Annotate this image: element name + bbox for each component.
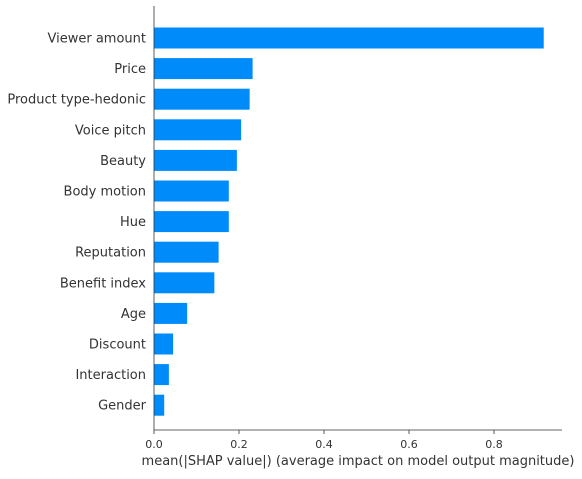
category-label-2: Product type-hedonic bbox=[7, 93, 146, 108]
category-label-10: Discount bbox=[89, 338, 146, 353]
bar-6 bbox=[154, 211, 229, 233]
x-tick-label-0: 0.0 bbox=[145, 438, 163, 451]
x-tick-label-4: 0.8 bbox=[485, 438, 503, 451]
category-label-0: Viewer amount bbox=[48, 32, 146, 47]
category-label-8: Benefit index bbox=[60, 276, 146, 291]
category-label-11: Interaction bbox=[75, 368, 146, 383]
category-label-6: Hue bbox=[120, 215, 146, 230]
bar-1 bbox=[154, 58, 253, 80]
category-label-1: Price bbox=[114, 62, 146, 77]
category-label-5: Body motion bbox=[64, 185, 146, 200]
category-label-12: Gender bbox=[98, 399, 147, 414]
bars-group bbox=[154, 27, 544, 416]
bar-4 bbox=[154, 149, 237, 171]
x-axis-label: mean(|SHAP value|) (average impact on mo… bbox=[142, 454, 575, 469]
bar-8 bbox=[154, 272, 215, 294]
category-labels-group: Viewer amount Price Product type-hedonic Vo… bbox=[7, 32, 146, 414]
bar-0 bbox=[154, 27, 544, 49]
category-label-7: Reputation bbox=[75, 246, 146, 261]
bar-5 bbox=[154, 180, 229, 202]
x-tick-label-3: 0.6 bbox=[400, 438, 418, 451]
bar-12 bbox=[154, 394, 165, 416]
bar-7 bbox=[154, 241, 219, 263]
category-label-9: Age bbox=[121, 307, 146, 322]
bar-3 bbox=[154, 119, 242, 141]
bar-11 bbox=[154, 364, 169, 386]
x-ticks-group: 0.0 0.2 0.4 0.6 0.8 bbox=[145, 430, 503, 451]
bar-10 bbox=[154, 333, 174, 355]
bar-9 bbox=[154, 302, 188, 324]
category-label-3: Voice pitch bbox=[75, 123, 146, 138]
x-tick-label-2: 0.4 bbox=[315, 438, 333, 451]
category-label-4: Beauty bbox=[100, 154, 146, 169]
x-tick-label-1: 0.2 bbox=[230, 438, 248, 451]
bar-2 bbox=[154, 88, 250, 110]
